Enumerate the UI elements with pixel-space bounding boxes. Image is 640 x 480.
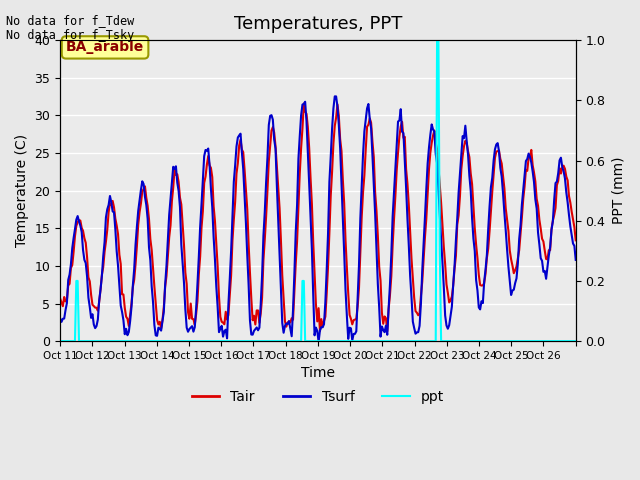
X-axis label: Time: Time bbox=[301, 366, 335, 381]
Title: Temperatures, PPT: Temperatures, PPT bbox=[234, 15, 402, 33]
Text: BA_arable: BA_arable bbox=[66, 40, 144, 54]
Y-axis label: Temperature (C): Temperature (C) bbox=[15, 134, 29, 247]
Y-axis label: PPT (mm): PPT (mm) bbox=[611, 157, 625, 224]
Legend: Tair, Tsurf, ppt: Tair, Tsurf, ppt bbox=[186, 384, 450, 409]
Text: No data for f_Tdew
No data for f_Tsky: No data for f_Tdew No data for f_Tsky bbox=[6, 14, 134, 42]
